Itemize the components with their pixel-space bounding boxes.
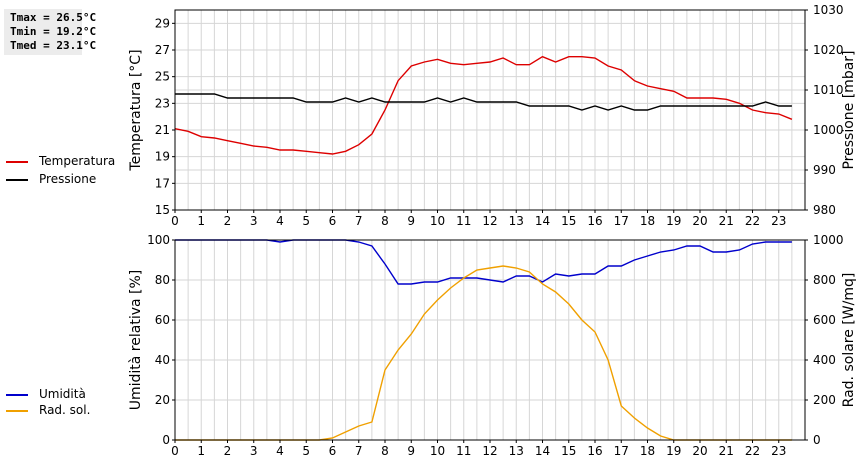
x-tick-label: 23 bbox=[771, 444, 786, 458]
x-tick-label: 12 bbox=[482, 444, 497, 458]
y2-axis-label: Rad. solare [W/mq] bbox=[841, 273, 857, 408]
y2-tick-label: 990 bbox=[813, 163, 836, 177]
x-tick-label: 19 bbox=[666, 444, 681, 458]
x-tick-label: 21 bbox=[719, 444, 734, 458]
x-tick-label: 10 bbox=[430, 214, 445, 228]
y-tick-label: 100 bbox=[147, 233, 170, 247]
x-tick-label: 6 bbox=[329, 444, 337, 458]
y-tick-label: 40 bbox=[155, 353, 170, 367]
y2-tick-label: 600 bbox=[813, 313, 836, 327]
y-tick-label: 21 bbox=[155, 123, 170, 137]
y-tick-label: 29 bbox=[155, 16, 170, 30]
y2-tick-label: 200 bbox=[813, 393, 836, 407]
y2-tick-label: 1000 bbox=[813, 233, 844, 247]
y-axis-label: Temperatura [°C] bbox=[128, 49, 144, 171]
y-tick-label: 23 bbox=[155, 96, 170, 110]
x-tick-label: 2 bbox=[224, 214, 232, 228]
x-tick-label: 15 bbox=[561, 444, 576, 458]
x-tick-label: 13 bbox=[509, 444, 524, 458]
x-tick-label: 14 bbox=[535, 214, 550, 228]
x-tick-label: 1 bbox=[197, 214, 205, 228]
y2-axis-label: Pressione [mbar] bbox=[841, 50, 857, 169]
x-tick-label: 7 bbox=[355, 444, 363, 458]
x-tick-label: 9 bbox=[407, 444, 415, 458]
temperatura-legend-swatch bbox=[6, 161, 28, 163]
x-tick-label: 8 bbox=[381, 444, 389, 458]
y-tick-label: 80 bbox=[155, 273, 170, 287]
temperatura-legend-label: Temperatura bbox=[39, 154, 116, 168]
x-tick-label: 5 bbox=[302, 214, 310, 228]
x-tick-label: 1 bbox=[197, 444, 205, 458]
x-tick-label: 3 bbox=[250, 214, 258, 228]
x-tick-label: 6 bbox=[329, 214, 337, 228]
x-tick-label: 0 bbox=[171, 214, 179, 228]
x-tick-label: 2 bbox=[224, 444, 232, 458]
y2-tick-label: 1000 bbox=[813, 123, 844, 137]
tmin-stat: Tmin = 19.2°C bbox=[10, 25, 97, 38]
y2-tick-label: 1010 bbox=[813, 83, 844, 97]
y2-tick-label: 980 bbox=[813, 203, 836, 217]
tmed-stat: Tmed = 23.1°C bbox=[10, 39, 97, 52]
stats-box: Tmax = 26.5°C Tmin = 19.2°C Tmed = 23.1°… bbox=[4, 9, 96, 55]
umidita-legend-swatch bbox=[6, 394, 28, 396]
y-tick-label: 0 bbox=[162, 433, 170, 447]
y2-tick-label: 0 bbox=[813, 433, 821, 447]
x-tick-label: 4 bbox=[276, 444, 284, 458]
x-tick-label: 20 bbox=[692, 214, 707, 228]
umidita-legend-label: Umidità bbox=[39, 387, 86, 401]
y-tick-label: 25 bbox=[155, 70, 170, 84]
x-tick-label: 23 bbox=[771, 214, 786, 228]
x-tick-label: 5 bbox=[302, 444, 310, 458]
x-tick-label: 15 bbox=[561, 214, 576, 228]
x-tick-label: 9 bbox=[407, 214, 415, 228]
x-tick-label: 7 bbox=[355, 214, 363, 228]
x-tick-label: 19 bbox=[666, 214, 681, 228]
y-tick-label: 19 bbox=[155, 150, 170, 164]
x-tick-label: 12 bbox=[482, 214, 497, 228]
tmax-stat: Tmax = 26.5°C bbox=[10, 11, 97, 24]
x-tick-label: 22 bbox=[745, 214, 760, 228]
y2-tick-label: 400 bbox=[813, 353, 836, 367]
x-tick-label: 10 bbox=[430, 444, 445, 458]
y2-tick-label: 1030 bbox=[813, 3, 844, 17]
series-line-0-0 bbox=[174, 55, 793, 155]
series-line-0-1 bbox=[175, 93, 792, 111]
y-tick-label: 27 bbox=[155, 43, 170, 57]
x-tick-label: 0 bbox=[171, 444, 179, 458]
x-tick-label: 14 bbox=[535, 444, 550, 458]
x-tick-label: 11 bbox=[456, 444, 471, 458]
x-tick-label: 16 bbox=[587, 444, 602, 458]
x-tick-label: 4 bbox=[276, 214, 284, 228]
x-tick-label: 11 bbox=[456, 214, 471, 228]
x-tick-label: 18 bbox=[640, 444, 655, 458]
x-tick-label: 18 bbox=[640, 214, 655, 228]
x-tick-label: 17 bbox=[614, 444, 629, 458]
series-line-1-1 bbox=[175, 265, 792, 441]
x-tick-label: 16 bbox=[587, 214, 602, 228]
y-tick-label: 17 bbox=[155, 176, 170, 190]
x-tick-label: 22 bbox=[745, 444, 760, 458]
series-line-1-0 bbox=[175, 239, 792, 285]
x-tick-label: 8 bbox=[381, 214, 389, 228]
radsol-legend-swatch bbox=[6, 410, 28, 412]
y2-tick-label: 1020 bbox=[813, 43, 844, 57]
y-tick-label: 20 bbox=[155, 393, 170, 407]
x-tick-label: 21 bbox=[719, 214, 734, 228]
pressione-legend-swatch bbox=[6, 179, 28, 181]
x-tick-label: 3 bbox=[250, 444, 258, 458]
y2-tick-label: 800 bbox=[813, 273, 836, 287]
x-tick-label: 20 bbox=[692, 444, 707, 458]
x-tick-label: 17 bbox=[614, 214, 629, 228]
x-tick-label: 13 bbox=[509, 214, 524, 228]
y-tick-label: 60 bbox=[155, 313, 170, 327]
pressione-legend-label: Pressione bbox=[39, 172, 97, 186]
y-axis-label: Umidità relativa [%] bbox=[128, 270, 144, 411]
radsol-legend-label: Rad. sol. bbox=[39, 403, 91, 417]
y-tick-label: 15 bbox=[155, 203, 170, 217]
